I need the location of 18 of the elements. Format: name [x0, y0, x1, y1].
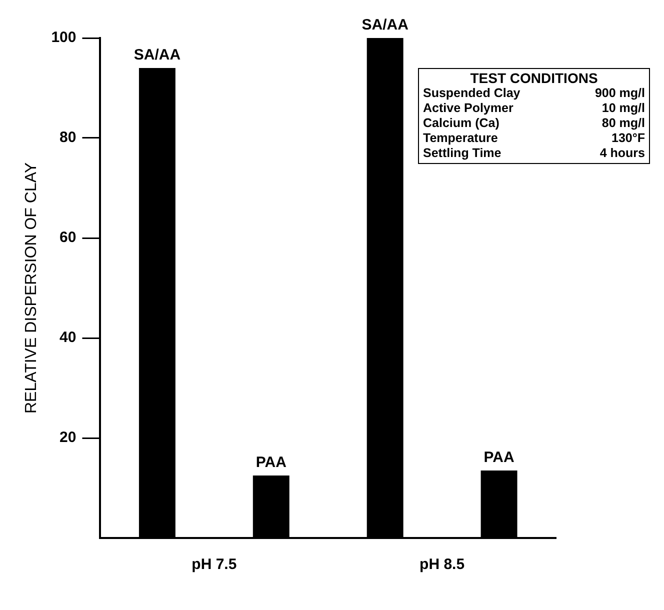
text: Calcium (Ca) 80 mg/l: [423, 116, 645, 130]
text: Settling Time 4 hours: [423, 146, 645, 160]
text: Temperature 130°F: [423, 131, 645, 145]
y-axis-title: RELATIVE DISPERSION OF CLAY: [23, 162, 40, 414]
series-label: PAA: [256, 454, 287, 472]
text: PAA: [484, 449, 514, 466]
y-tick-label: 40: [60, 329, 76, 346]
y-tick-label: 60: [60, 229, 76, 246]
y-tick-label: 100: [51, 29, 76, 46]
text: Suspended Clay 900 mg/l: [423, 86, 645, 100]
y-tick-label: 20: [60, 429, 76, 446]
x-tick-label: pH 7.5: [192, 556, 237, 574]
annotation: TEST CONDITIONS: [469, 70, 599, 86]
y-tick-label: 80: [60, 129, 76, 146]
text: SA/AA: [362, 16, 408, 34]
text: Active Polymer 10 mg/l: [423, 101, 645, 115]
x-tick-label: pH 8.5: [420, 556, 465, 574]
series-label: SA/AA: [134, 46, 181, 64]
